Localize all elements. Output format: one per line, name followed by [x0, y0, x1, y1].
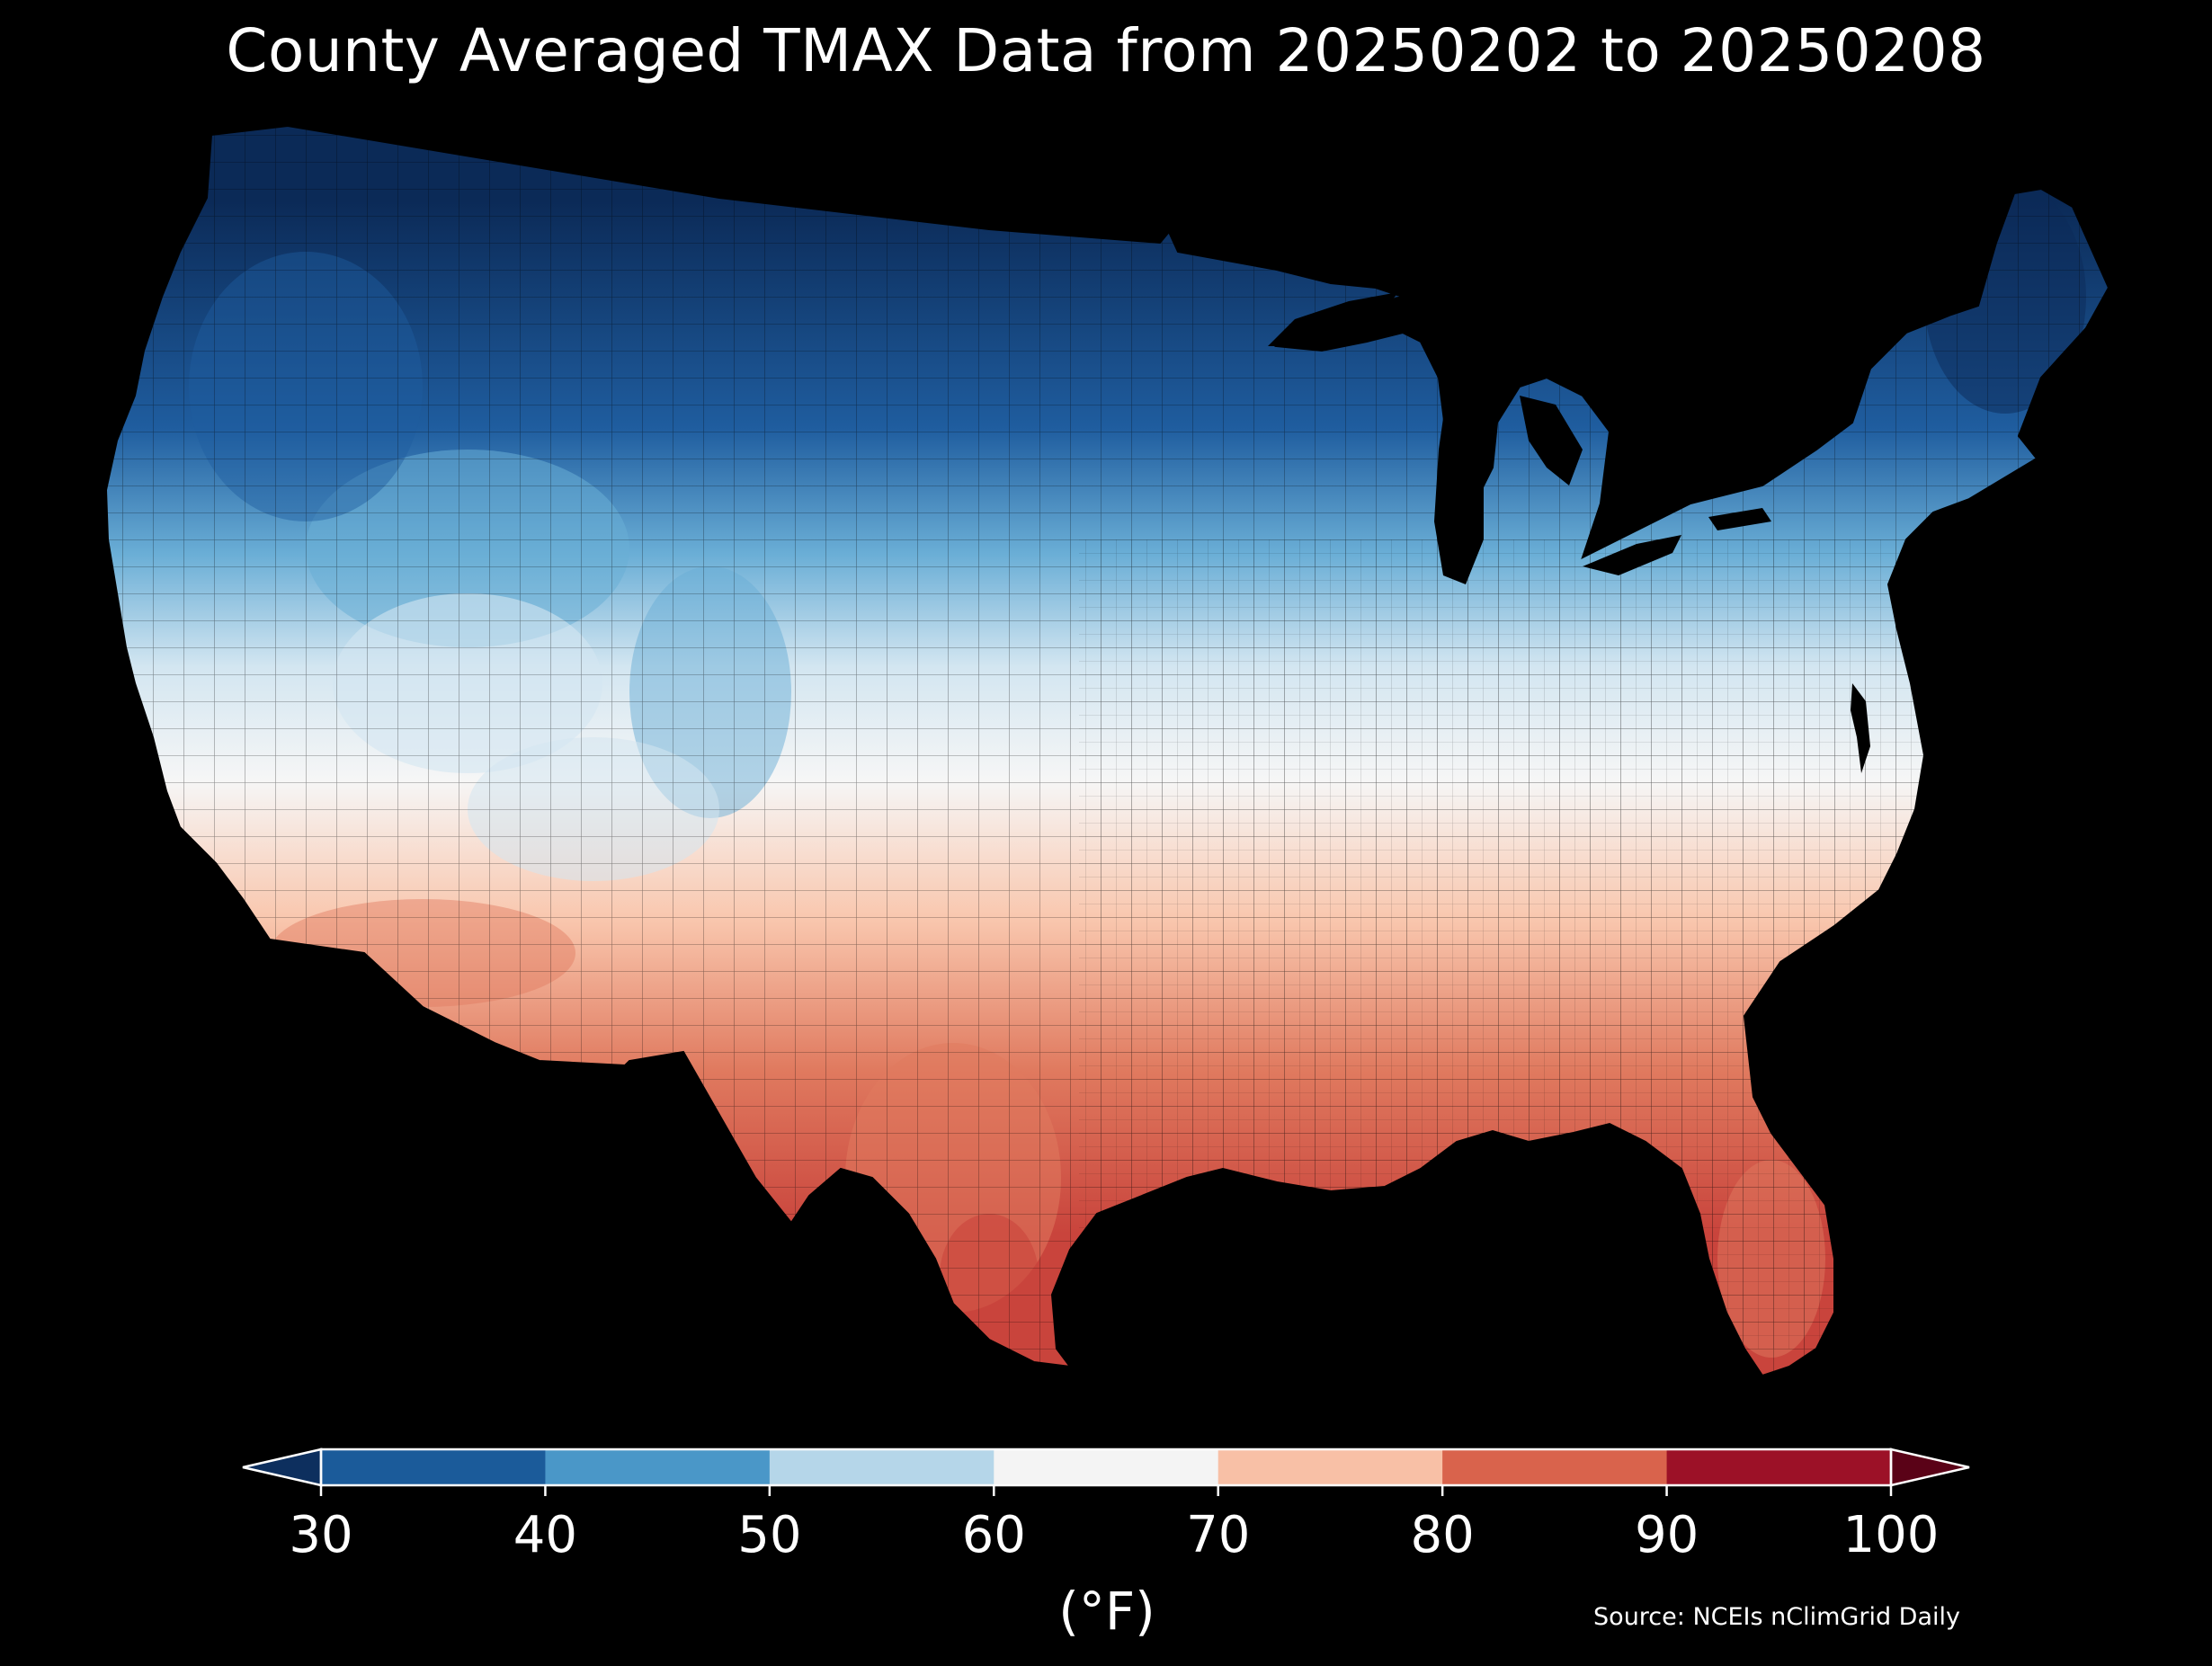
colorbar-tick-label: 90 — [1635, 1506, 1699, 1564]
colorbar-tick-label: 60 — [962, 1506, 1026, 1564]
colorbar-bins — [321, 1449, 1892, 1485]
lake-huron — [1520, 396, 1583, 486]
source-label: Source: NCEIs nClimGrid Daily — [1593, 1603, 1960, 1631]
colorbar-tick-label: 100 — [1843, 1506, 1940, 1564]
us-outline — [104, 124, 2110, 1377]
colorbar-tick-label: 40 — [513, 1506, 577, 1564]
lake-michigan — [1434, 387, 1484, 584]
lake-erie — [1583, 535, 1681, 575]
colorbar-over-extension — [1889, 1448, 1970, 1487]
colorbar-unit-label: (°F) — [1058, 1581, 1155, 1642]
colorbar-bin-60-70 — [994, 1449, 1219, 1485]
colorbar-bin-30-40 — [321, 1449, 546, 1485]
colorbar-tick-label: 70 — [1186, 1506, 1250, 1564]
colorbar-tick-label: 80 — [1411, 1506, 1475, 1564]
colorbar-frame — [319, 1448, 1893, 1487]
colorbar-under-extension — [242, 1448, 323, 1487]
colorbar-tick-label: 30 — [289, 1506, 352, 1564]
colorbar-bin-40-50 — [545, 1449, 771, 1485]
colorbar-bin-80-90 — [1442, 1449, 1668, 1485]
colorbar-ticks: 30 40 50 60 70 80 90 100 — [289, 1485, 1939, 1564]
colorbar-bin-90-100 — [1666, 1449, 1892, 1485]
lake-ontario — [1708, 508, 1771, 530]
great-lakes — [1268, 292, 1771, 584]
chesapeake-bay — [1851, 683, 1870, 773]
lake-superior — [1268, 292, 1398, 346]
colorbar-tick-label: 50 — [737, 1506, 801, 1564]
map-title: County Averaged TMAX Data from 20250202 … — [226, 16, 1986, 85]
colorbar-bin-50-60 — [769, 1449, 995, 1485]
colorbar-bin-70-80 — [1217, 1449, 1443, 1485]
